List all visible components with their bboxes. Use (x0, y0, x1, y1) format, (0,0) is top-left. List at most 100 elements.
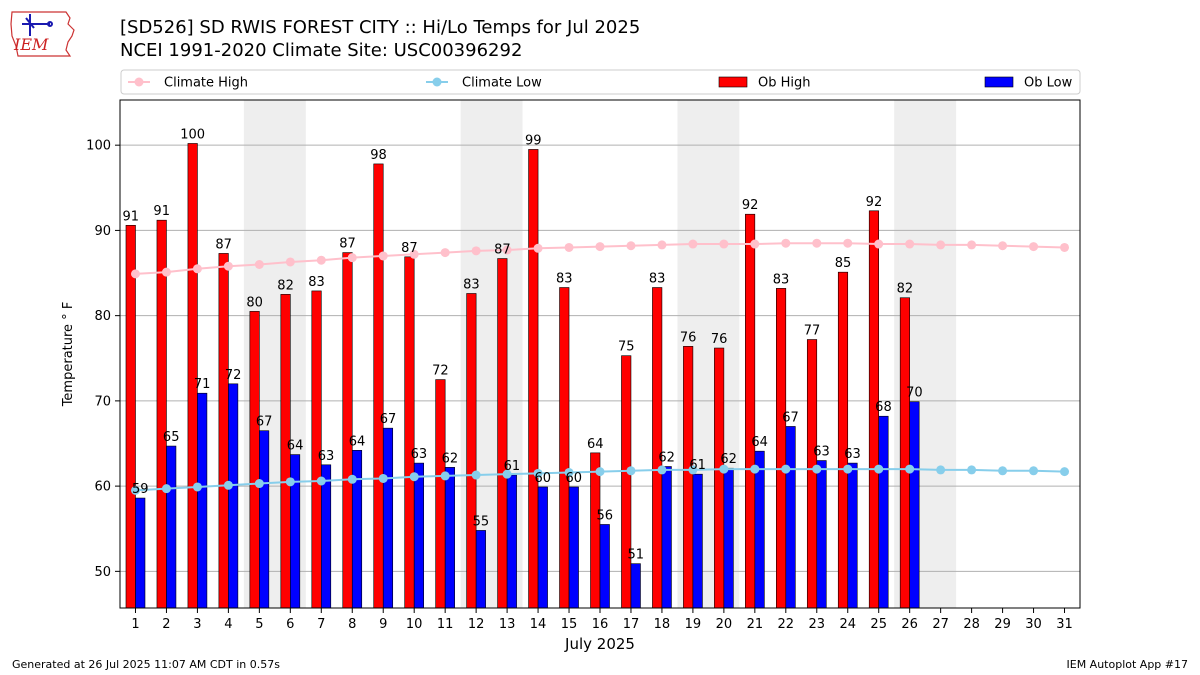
ob-low-bar-label: 59 (132, 482, 149, 497)
ob-low-bar-label: 55 (473, 514, 490, 529)
x-tick-label: 11 (437, 617, 454, 632)
ob-high-bar (156, 219, 167, 609)
ob-low-bar-label: 62 (442, 451, 459, 466)
x-tick-label: 15 (561, 617, 578, 632)
climate-high-point (347, 253, 357, 263)
ob-low-bar-label: 61 (689, 458, 706, 473)
legend-swatch (984, 76, 1014, 88)
ob-low-bar (413, 462, 424, 609)
climate-high-point (936, 240, 946, 250)
x-tick-label: 18 (654, 617, 671, 632)
climate-high-point (378, 251, 388, 261)
climate-low-point (564, 467, 574, 477)
x-tick-label: 12 (468, 617, 485, 632)
legend-label: Ob Low (1024, 76, 1073, 91)
climate-high-point (316, 255, 326, 265)
ob-low-bar (228, 383, 239, 609)
ob-high-bar (776, 288, 787, 609)
ob-low-bar (259, 430, 270, 609)
climate-low-point (750, 464, 760, 474)
ob-high-bar-label: 87 (339, 237, 356, 252)
x-axis-label: July 2025 (564, 635, 635, 653)
ob-low-bar-label: 63 (318, 449, 335, 464)
x-tick-label: 30 (1025, 617, 1042, 632)
climate-high-point (781, 238, 791, 248)
ob-high-bar-label: 92 (866, 195, 883, 210)
ob-high-bar (125, 224, 136, 609)
ob-low-bar (754, 450, 765, 609)
ob-high-bar (621, 355, 632, 609)
ob-high-bar-label: 85 (835, 256, 852, 271)
weather-station-icon (22, 14, 53, 36)
ob-high-bar-label: 82 (897, 282, 914, 297)
x-tick-label: 21 (747, 617, 764, 632)
climate-low-point (1029, 466, 1039, 476)
ob-low-bar-label: 51 (627, 548, 644, 563)
ob-low-bar (847, 462, 858, 609)
ob-high-bar-label: 77 (804, 324, 821, 339)
ob-low-bar (630, 563, 641, 609)
x-tick-label: 16 (592, 617, 609, 632)
ob-low-bar-label: 60 (566, 471, 583, 486)
x-tick-label: 1 (131, 617, 139, 632)
climate-low-point (688, 465, 698, 475)
x-tick-label: 31 (1056, 617, 1073, 632)
climate-high-point (750, 239, 760, 249)
ob-low-bar-label: 63 (813, 445, 830, 460)
climate-low-point (657, 465, 667, 475)
x-tick-label: 14 (530, 617, 547, 632)
x-tick-label: 20 (716, 617, 733, 632)
ob-high-bar-label: 76 (711, 332, 728, 347)
ob-high-bar-label: 99 (525, 133, 542, 148)
ob-low-bar-label: 64 (349, 434, 366, 449)
climate-low-point (285, 477, 295, 487)
legend-label: Ob High (758, 76, 811, 91)
climate-high-point (657, 240, 667, 250)
ob-low-bar (692, 473, 703, 609)
legend-marker (134, 77, 144, 87)
climate-high-point (502, 245, 512, 255)
climate-low-point (254, 479, 264, 489)
iem-logo: IEM (8, 6, 80, 58)
ob-high-bar-label: 87 (401, 241, 418, 256)
ob-high-bar-label: 100 (180, 127, 205, 142)
climate-low-point (719, 464, 729, 474)
chart-title: [SD526] SD RWIS FOREST CITY :: Hi/Lo Tem… (120, 17, 641, 38)
climate-low-point (874, 464, 884, 474)
ob-low-bar (197, 392, 208, 609)
ob-low-bar (382, 427, 394, 609)
climate-high-point (285, 257, 295, 267)
climate-low-point (471, 470, 481, 480)
ob-low-bar-label: 67 (256, 415, 273, 430)
x-tick-label: 25 (870, 617, 887, 632)
climate-high-point (812, 238, 822, 248)
ob-low-bar-label: 61 (504, 459, 521, 474)
ob-low-bar (135, 497, 146, 609)
x-tick-label: 6 (286, 617, 294, 632)
ob-high-bar (435, 379, 446, 609)
ob-low-bar-label: 67 (380, 412, 397, 427)
climate-low-point (905, 464, 915, 474)
ob-low-bar-label: 63 (411, 447, 428, 462)
ob-high-bar (745, 213, 756, 609)
climate-high-point (161, 267, 171, 277)
climate-lines (130, 238, 1070, 495)
ob-low-bar (166, 445, 177, 609)
climate-high-point (595, 242, 605, 252)
ob-low-bar-label: 64 (287, 439, 304, 454)
y-tick-label: 100 (86, 139, 111, 154)
climate-low-point (161, 484, 171, 494)
app-credit: IEM Autoplot App #17 (1066, 658, 1189, 671)
ob-high-bar-label: 98 (370, 148, 387, 163)
ob-high-bar-label: 80 (246, 295, 263, 310)
ob-low-bar-label: 62 (658, 451, 675, 466)
ob-high-bar-label: 76 (680, 330, 697, 345)
ob-high-bar (590, 452, 601, 609)
x-tick-label: 4 (224, 617, 232, 632)
x-tick-label: 9 (379, 617, 387, 632)
ob-high-bar (528, 149, 539, 609)
climate-low-point (781, 464, 791, 474)
y-tick-label: 50 (94, 565, 111, 580)
y-tick-label: 60 (94, 480, 111, 495)
ob-high-bar-label: 72 (432, 364, 449, 379)
